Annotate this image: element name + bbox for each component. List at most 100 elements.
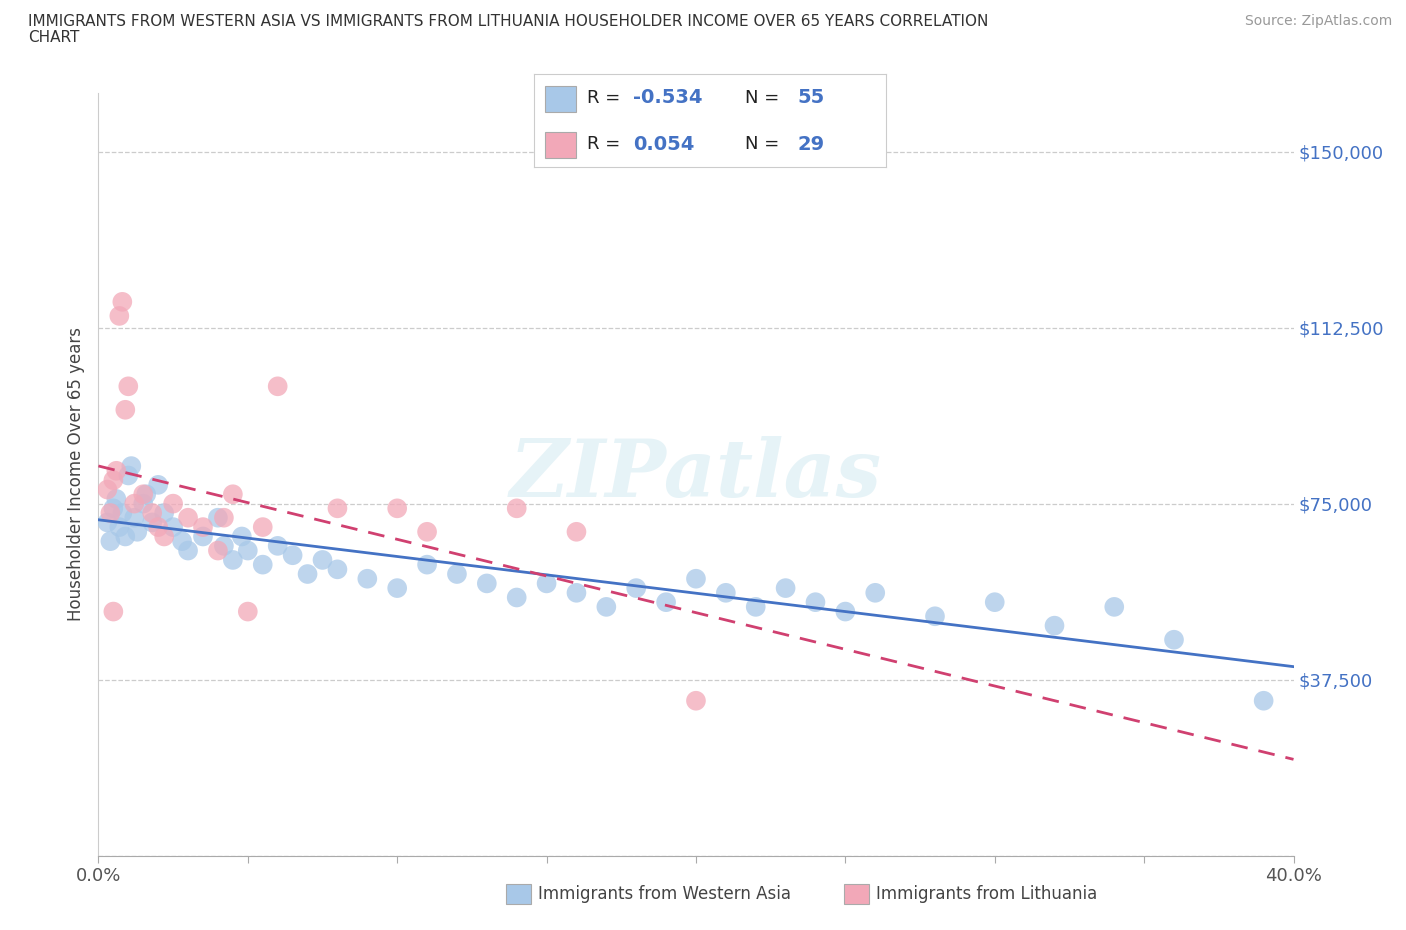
Text: CHART: CHART	[28, 30, 80, 45]
Point	[222, 552, 245, 567]
Point	[124, 511, 146, 525]
Point	[506, 590, 529, 604]
Point	[297, 566, 319, 581]
Point	[117, 379, 139, 393]
Point	[385, 501, 409, 516]
Point	[98, 506, 122, 521]
Text: 0.054: 0.054	[633, 135, 695, 153]
Y-axis label: Householder Income Over 65 years: Householder Income Over 65 years	[66, 327, 84, 621]
Point	[135, 486, 157, 501]
Point	[1104, 600, 1126, 615]
Point	[141, 506, 163, 521]
Point	[745, 600, 768, 615]
Point	[207, 511, 229, 525]
Point	[153, 529, 176, 544]
Point	[108, 309, 131, 324]
Text: N =: N =	[745, 135, 779, 153]
Point	[924, 609, 946, 624]
Text: IMMIGRANTS FROM WESTERN ASIA VS IMMIGRANTS FROM LITHUANIA HOUSEHOLDER INCOME OVE: IMMIGRANTS FROM WESTERN ASIA VS IMMIGRAN…	[28, 14, 988, 29]
Point	[326, 501, 349, 516]
Point	[132, 486, 155, 501]
Point	[103, 472, 125, 487]
Point	[212, 511, 235, 525]
Point	[120, 458, 142, 473]
Point	[105, 491, 128, 506]
Point	[236, 543, 259, 558]
Point	[416, 557, 439, 572]
Point	[595, 600, 617, 615]
Point	[141, 515, 163, 530]
Point	[714, 585, 737, 600]
Point	[132, 497, 155, 512]
Point	[207, 543, 229, 558]
Point	[111, 295, 134, 310]
Point	[311, 552, 333, 567]
Point	[111, 506, 134, 521]
Text: Source: ZipAtlas.com: Source: ZipAtlas.com	[1244, 14, 1392, 28]
Point	[103, 501, 125, 516]
Point	[103, 604, 125, 619]
Point	[267, 538, 290, 553]
Point	[252, 557, 274, 572]
Point	[124, 497, 146, 512]
Point	[96, 482, 118, 497]
Point	[162, 520, 184, 535]
Point	[96, 515, 118, 530]
Point	[685, 571, 707, 586]
Point	[385, 580, 409, 595]
Point	[1043, 618, 1066, 633]
Point	[114, 529, 136, 544]
Point	[114, 403, 136, 418]
Point	[252, 520, 274, 535]
Point	[475, 576, 498, 591]
Text: N =: N =	[745, 88, 779, 107]
Point	[231, 529, 253, 544]
Point	[506, 501, 529, 516]
Point	[222, 486, 245, 501]
Point	[236, 604, 259, 619]
Point	[356, 571, 378, 586]
Point	[148, 520, 170, 535]
Point	[108, 520, 131, 535]
Text: ZIPatlas: ZIPatlas	[510, 435, 882, 513]
Point	[105, 463, 128, 478]
Text: Immigrants from Western Asia: Immigrants from Western Asia	[538, 884, 792, 903]
Point	[536, 576, 558, 591]
Text: R =: R =	[588, 135, 620, 153]
Point	[191, 529, 214, 544]
Point	[153, 506, 176, 521]
Text: R =: R =	[588, 88, 620, 107]
Point	[191, 520, 214, 535]
Point	[177, 543, 200, 558]
Point	[655, 595, 678, 610]
Text: Immigrants from Lithuania: Immigrants from Lithuania	[876, 884, 1097, 903]
Point	[177, 511, 200, 525]
Point	[565, 525, 588, 539]
Point	[281, 548, 304, 563]
Point	[865, 585, 887, 600]
Bar	[544, 86, 576, 112]
Point	[984, 595, 1007, 610]
Point	[1253, 693, 1275, 708]
Text: 55: 55	[799, 88, 825, 107]
Point	[127, 525, 149, 539]
Point	[267, 379, 290, 393]
Point	[148, 477, 170, 492]
Point	[98, 534, 122, 549]
Point	[804, 595, 827, 610]
Point	[775, 580, 797, 595]
Point	[212, 538, 235, 553]
Point	[834, 604, 856, 619]
Bar	[544, 132, 576, 158]
Point	[446, 566, 468, 581]
Point	[416, 525, 439, 539]
Point	[685, 693, 707, 708]
Point	[626, 580, 648, 595]
Point	[162, 497, 184, 512]
Point	[117, 468, 139, 483]
Text: 29: 29	[799, 135, 825, 153]
Point	[565, 585, 588, 600]
Point	[172, 534, 194, 549]
Point	[1163, 632, 1185, 647]
Text: -0.534: -0.534	[633, 88, 702, 107]
